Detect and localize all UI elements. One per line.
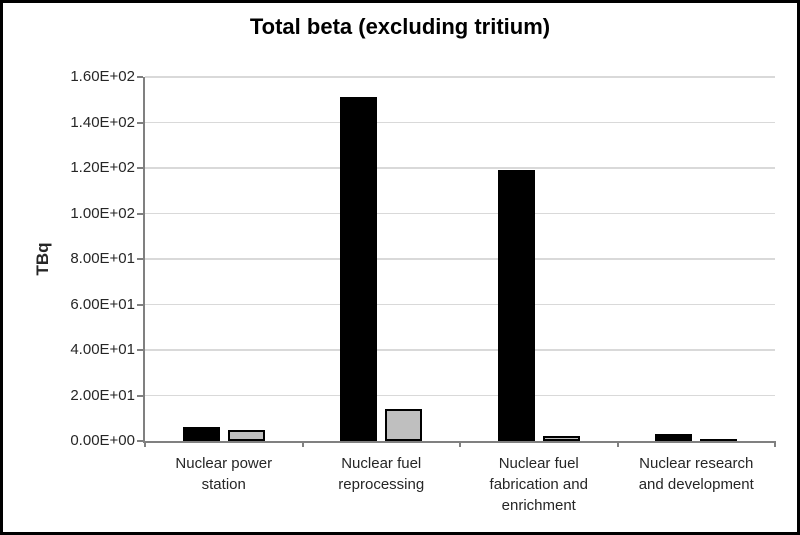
y-tick-mark (137, 258, 143, 260)
y-axis-line (143, 77, 145, 443)
gridline-20 (145, 394, 775, 397)
gridline-120 (145, 167, 775, 169)
x-tick-mark (616, 441, 619, 447)
y-tick-mark (137, 440, 143, 442)
x-category-label: Nuclear power station (175, 455, 273, 493)
bar-black-bars-cat0 (182, 427, 220, 441)
x-tick-mark (774, 441, 776, 447)
y-tick-label: 4.00E+01 (70, 341, 135, 358)
y-tick-label: 1.20E+02 (70, 159, 135, 176)
y-tick-mark (137, 167, 143, 169)
x-category-label: Nuclear research and development (638, 455, 754, 493)
bar-black-bars-cat3 (655, 434, 693, 441)
y-tick-label: 8.00E+01 (70, 250, 135, 267)
bar-black-bars-cat2 (497, 170, 535, 441)
bar-gray-bars-cat2 (542, 436, 580, 441)
chart-title: Total beta (excluding tritium) (249, 14, 551, 39)
gridline-140 (145, 121, 775, 124)
gridline-80 (145, 258, 775, 260)
y-tick-mark (137, 121, 143, 124)
plot-area (143, 76, 776, 443)
y-tick-mark (137, 394, 143, 397)
y-tick-label: 1.00E+02 (70, 204, 135, 222)
x-tick-mark (301, 441, 304, 447)
bar-gray-bars-cat0 (227, 430, 265, 441)
y-tick-mark (137, 76, 143, 78)
y-tick-label: 1.40E+02 (70, 113, 135, 131)
x-category-label: Nuclear fuel fabrication and enrichment (489, 455, 588, 514)
y-tick-label: 2.00E+01 (70, 386, 135, 404)
y-tick-mark (137, 303, 143, 306)
x-category-label: Nuclear fuel reprocessing (338, 455, 425, 493)
gridline-100 (145, 212, 775, 215)
gridline-60 (145, 303, 775, 306)
gridline-160 (145, 76, 775, 78)
gridline-40 (145, 349, 775, 351)
x-tick-mark (144, 441, 146, 447)
x-tick-mark (459, 441, 461, 447)
y-tick-label: 1.60E+02 (70, 68, 135, 85)
bar-gray-bars-cat1 (385, 409, 423, 441)
y-tick-label: 6.00E+01 (70, 295, 135, 313)
y-tick-mark (137, 349, 143, 351)
bar-black-bars-cat1 (340, 97, 378, 441)
y-tick-label: 0.00E+00 (70, 432, 135, 449)
y-tick-mark (137, 212, 143, 215)
